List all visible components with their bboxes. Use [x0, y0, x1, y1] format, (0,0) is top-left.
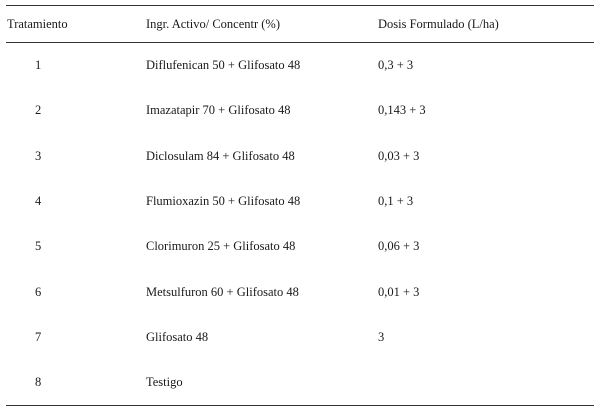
cell-dosis: 0,1 + 3 [378, 194, 414, 209]
cell-tratamiento: 5 [35, 239, 42, 254]
cell-ingrediente: Glifosato 48 [146, 329, 209, 344]
table-row: 6 Metsulfuron 60 + Glifosato 48 0,01 + 3 [6, 269, 594, 314]
table-header-rule [6, 42, 594, 43]
header-dosis: Dosis Formulado (L/ha) [378, 16, 499, 31]
cell-tratamiento: 1 [35, 58, 42, 73]
cell-ingrediente: Testigo [146, 375, 183, 390]
cell-ingrediente: Diflufenican 50 + Glifosato 48 [146, 58, 301, 73]
cell-dosis: 3 [378, 329, 385, 344]
cell-tratamiento: 2 [35, 103, 42, 118]
cell-dosis: 0,3 + 3 [378, 58, 414, 73]
table-row: 5 Clorimuron 25 + Glifosato 48 0,06 + 3 [6, 224, 594, 269]
cell-dosis: 0,01 + 3 [378, 284, 420, 299]
cell-ingrediente: Clorimuron 25 + Glifosato 48 [146, 239, 296, 254]
header-ingrediente: Ingr. Activo/ Concentr (%) [146, 16, 280, 31]
cell-ingrediente: Diclosulam 84 + Glifosato 48 [146, 148, 295, 163]
cell-dosis: 0,03 + 3 [378, 148, 420, 163]
cell-tratamiento: 8 [35, 375, 42, 390]
header-tratamiento: Tratamiento [7, 16, 68, 31]
table-header-row: Tratamiento Ingr. Activo/ Concentr (%) D… [6, 6, 594, 42]
cell-tratamiento: 3 [35, 148, 42, 163]
table-row: 7 Glifosato 48 3 [6, 315, 594, 360]
cell-ingrediente: Metsulfuron 60 + Glifosato 48 [146, 284, 299, 299]
table-top-rule [6, 5, 594, 6]
cell-ingrediente: Imazatapir 70 + Glifosato 48 [146, 103, 291, 118]
table-row: 1 Diflufenican 50 + Glifosato 48 0,3 + 3 [6, 43, 594, 88]
table-bottom-rule [6, 405, 594, 407]
cell-ingrediente: Flumioxazin 50 + Glifosato 48 [146, 194, 301, 209]
cell-dosis: 0,143 + 3 [378, 103, 426, 118]
cell-tratamiento: 7 [35, 329, 42, 344]
table-row: 8 Testigo [6, 360, 594, 405]
cell-tratamiento: 6 [35, 284, 42, 299]
cell-dosis: 0,06 + 3 [378, 239, 420, 254]
treatments-table: Tratamiento Ingr. Activo/ Concentr (%) D… [6, 5, 594, 407]
table-row: 4 Flumioxazin 50 + Glifosato 48 0,1 + 3 [6, 179, 594, 224]
table-row: 2 Imazatapir 70 + Glifosato 48 0,143 + 3 [6, 88, 594, 133]
table-row: 3 Diclosulam 84 + Glifosato 48 0,03 + 3 [6, 134, 594, 179]
cell-tratamiento: 4 [35, 194, 42, 209]
